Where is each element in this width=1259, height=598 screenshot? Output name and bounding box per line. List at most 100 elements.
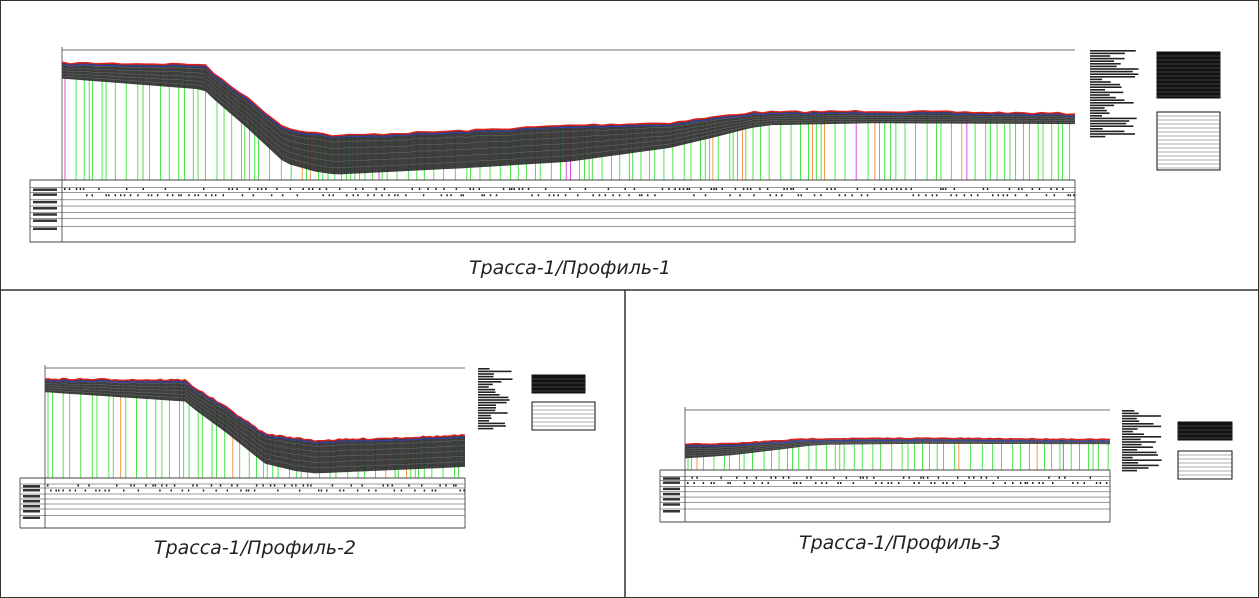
- table-mark: [933, 481, 936, 484]
- legend-bar: [1090, 130, 1125, 133]
- table-mark: [170, 489, 172, 492]
- table-mark: [955, 194, 958, 197]
- table-mark: [598, 194, 601, 197]
- table-mark: [58, 489, 60, 492]
- table-mark: [895, 188, 898, 191]
- table-mark: [700, 188, 702, 191]
- table-mark: [661, 188, 664, 191]
- legend-bar: [478, 401, 507, 404]
- table-mark: [900, 188, 902, 191]
- info-table: [1177, 450, 1233, 480]
- legend-bar: [1122, 410, 1135, 412]
- table-mark: [991, 194, 994, 197]
- row-label: [663, 498, 680, 501]
- table-mark: [887, 481, 889, 484]
- table-mark: [834, 188, 836, 191]
- table-mark: [759, 188, 761, 191]
- legend-bar: [1090, 122, 1127, 125]
- table-mark: [931, 194, 934, 197]
- table-mark: [713, 188, 715, 191]
- row-label: [23, 485, 40, 488]
- legend-bar: [1090, 115, 1102, 117]
- legend-bar: [1090, 86, 1122, 88]
- row-label: [663, 477, 680, 480]
- table-mark: [721, 188, 723, 191]
- design-line: [61, 63, 1076, 139]
- table-mark: [338, 188, 341, 191]
- table-mark: [64, 188, 66, 191]
- table-mark: [361, 484, 363, 487]
- table-mark: [289, 188, 292, 191]
- legend-bar: [1090, 104, 1115, 107]
- table-mark: [1019, 481, 1022, 484]
- table-mark: [74, 489, 77, 492]
- legend-bar: [1122, 441, 1156, 443]
- layer-line: [44, 383, 466, 453]
- table-mark: [633, 188, 636, 191]
- table-mark: [77, 484, 79, 487]
- table-mark: [411, 188, 413, 191]
- legend-bar: [1090, 120, 1130, 122]
- legend-bar: [1122, 454, 1158, 456]
- table-mark: [1014, 194, 1017, 197]
- table-mark: [557, 194, 559, 197]
- table-mark: [180, 194, 182, 197]
- legend-bar: [478, 417, 492, 419]
- table-mark: [188, 194, 190, 197]
- table-mark: [930, 481, 932, 484]
- table-mark: [86, 194, 88, 197]
- table-mark: [688, 188, 691, 191]
- table-mark: [769, 194, 771, 197]
- table-mark: [792, 188, 795, 191]
- table-mark: [755, 476, 758, 479]
- table-mark: [228, 188, 230, 191]
- table-mark: [553, 194, 555, 197]
- legend-bar: [478, 373, 494, 375]
- design-line: [684, 439, 1111, 447]
- table-mark: [641, 194, 643, 197]
- table-mark: [917, 194, 920, 197]
- table-mark: [890, 188, 893, 191]
- table-mark: [202, 188, 205, 191]
- table-mark: [668, 188, 670, 191]
- table-mark: [851, 194, 853, 197]
- table-mark: [1008, 188, 1011, 191]
- table-mark: [192, 484, 194, 487]
- table-mark: [245, 489, 248, 492]
- table-mark: [269, 484, 272, 487]
- table-mark: [950, 194, 952, 197]
- table-mark: [295, 484, 297, 487]
- table-mark: [322, 194, 324, 197]
- table-mark: [386, 484, 389, 487]
- legend-bar: [1090, 96, 1116, 99]
- table-mark: [164, 188, 167, 191]
- table-mark: [205, 194, 207, 197]
- table-mark: [537, 194, 540, 197]
- table-mark: [704, 194, 707, 197]
- legend-bar: [1090, 55, 1111, 57]
- table-mark: [1025, 194, 1028, 197]
- table-mark: [1058, 476, 1061, 479]
- table-mark: [463, 489, 465, 492]
- table-mark: [710, 481, 713, 484]
- row-label: [663, 481, 680, 484]
- table-mark: [713, 481, 715, 484]
- table-mark: [837, 481, 839, 484]
- table-mark: [937, 476, 940, 479]
- legend-bar: [1122, 462, 1139, 464]
- info-table: [1177, 421, 1233, 441]
- table-mark: [624, 188, 626, 191]
- table-mark: [375, 489, 377, 492]
- table-mark: [799, 481, 802, 484]
- table-mark: [446, 194, 448, 197]
- table-mark: [813, 194, 816, 197]
- table-mark: [147, 194, 150, 197]
- table-mark: [833, 476, 835, 479]
- table-mark: [1064, 476, 1066, 479]
- table-mark: [252, 194, 255, 197]
- table-mark: [194, 194, 196, 197]
- table-mark: [339, 489, 341, 492]
- table-mark: [173, 484, 176, 487]
- table-mark: [1032, 481, 1034, 484]
